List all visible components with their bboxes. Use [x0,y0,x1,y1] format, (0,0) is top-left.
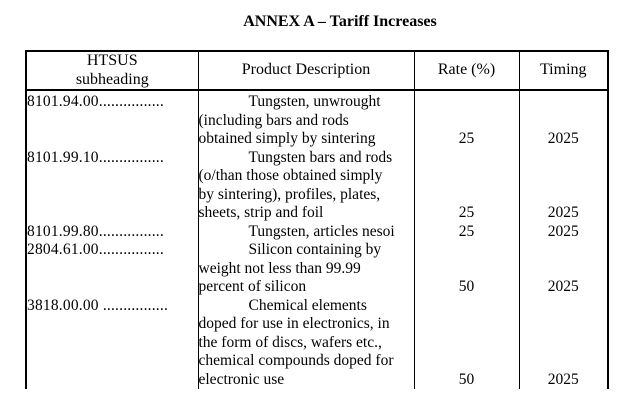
table-header: HTSUS subheading Product Description Rat… [25,50,609,91]
htsus-code-cell: 2804.61.00................ [25,241,199,297]
timing-cell: 2025 [518,90,609,149]
col-header-rate: Rate (%) [413,50,520,91]
rate-cell: 50 [413,296,520,389]
description-line: (o/than those obtained simply [198,167,383,184]
timing-cell: 2025 [518,296,609,389]
timing-cell: 2025 [518,148,609,223]
description-line: (including bars and rods [198,111,349,129]
rate-cell: 25 [413,148,520,223]
htsus-header-line2: subheading [75,70,149,88]
htsus-code-cell: 8101.99.10................ [25,148,199,223]
htsus-code-cell: 8101.99.80................ [25,222,199,241]
description-line: Silicon containing by [248,241,382,258]
product-description-cell: Chemical elements doped for use in electr… [197,296,415,389]
description-line: Tungsten, articles nesoi [248,222,395,240]
table-row: 8101.99.10................ Tungsten bars … [25,148,609,223]
col-header-product-description: Product Description [197,50,415,91]
htsus-header-line1: HTSUS [86,52,138,69]
col-header-htsus-subheading: HTSUS subheading [25,50,199,91]
table-row: 3818.00.00 ................ Chemical elem… [25,296,609,389]
htsus-code-cell: 3818.00.00 ................ [25,296,199,389]
rate-cell: 25 [413,90,520,149]
table-body: 8101.94.00................ Tungsten, unwr… [25,90,609,389]
description-line: the form of discs, wafers etc., [198,333,382,351]
description-line: by sintering), profiles, plates, [198,185,381,203]
description-line: electronic use [198,370,285,388]
table-row: 8101.94.00................ Tungsten, unwr… [25,90,609,149]
rate-cell: 50 [413,241,520,297]
product-description-cell: Tungsten, unwrought (including bars and r… [197,90,415,149]
description-line: doped for use in electronics, in [198,315,390,332]
col-header-timing: Timing [518,50,609,91]
annex-title: ANNEX A – Tariff Increases [243,13,437,30]
description-line: obtained simply by sintering [198,130,376,147]
table-row: 2804.61.00................ Silicon contai… [25,241,609,297]
description-line: Tungsten bars and rods [248,148,393,166]
product-description-cell: Silicon containing by weight not less tha… [197,241,415,297]
timing-cell: 2025 [518,241,609,297]
description-line: Tungsten, unwrought [248,93,381,110]
table-row: 8101.99.80................ Tungsten, arti… [25,222,609,241]
rate-cell: 25 [413,222,520,241]
description-line: chemical compounds doped for [198,352,394,369]
description-line: weight not less than 99.99 [198,259,361,277]
tariff-table: HTSUS subheading Product Description Rat… [25,50,609,389]
description-line: Chemical elements [248,296,367,314]
product-description-cell: Tungsten, articles nesoi [197,222,415,241]
product-description-cell: Tungsten bars and rods (o/than those obta… [197,148,415,223]
timing-cell: 2025 [518,222,609,241]
htsus-code-cell: 8101.94.00................ [25,90,199,149]
description-line: percent of silicon [198,278,307,295]
header-row: HTSUS subheading Product Description Rat… [25,50,609,91]
description-line: sheets, strip and foil [198,204,324,221]
